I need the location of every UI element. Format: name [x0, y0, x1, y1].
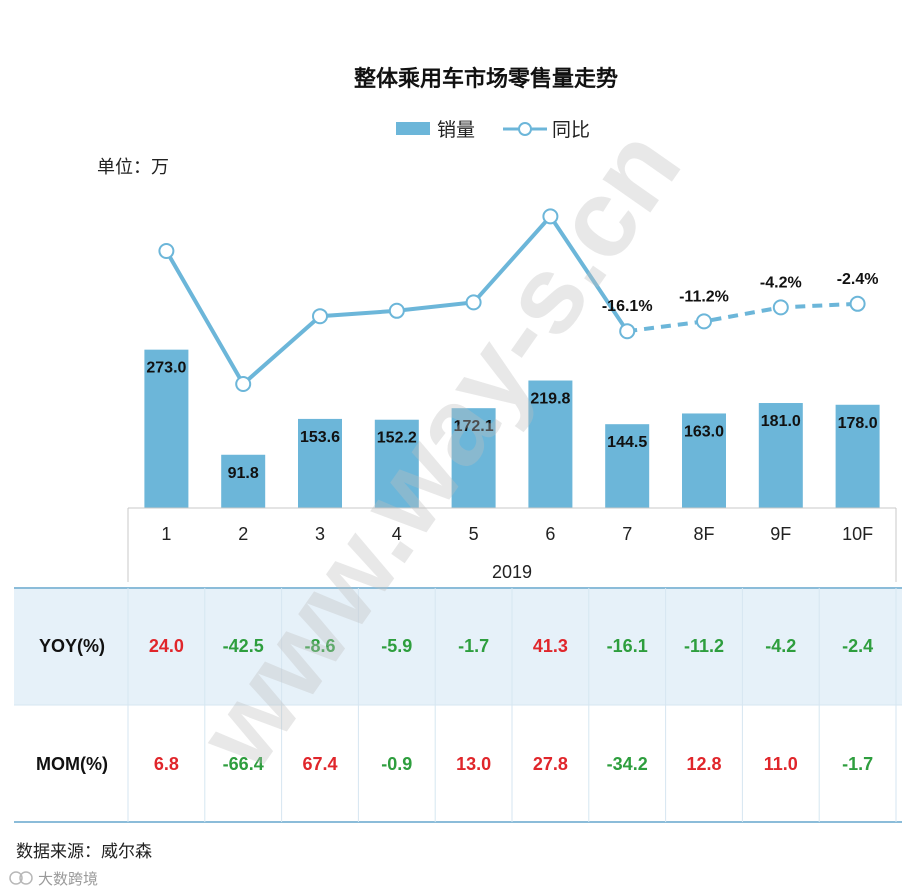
yoy-point-5: [465, 294, 482, 311]
footer-logo-text: 大数跨境: [38, 870, 98, 888]
table-cell-yoy-1: 24.0: [149, 636, 184, 656]
bar-label-8F: 163.0: [684, 423, 724, 440]
table-cell-mom-1: 6.8: [154, 754, 179, 774]
yoy-point-9F: [772, 299, 789, 316]
table-row-mom-bg: [14, 705, 902, 822]
table-cell-yoy-3: -8.6: [304, 636, 335, 656]
x-tick-4: 4: [392, 524, 402, 544]
yoy-point-2: [235, 376, 252, 392]
bar-label-5: 172.1: [454, 418, 494, 435]
legend: 销量 同比: [396, 119, 590, 141]
table-cell-mom-5: 13.0: [456, 754, 491, 774]
x-axis: 2019 1 2 3 4 5 6 7 8F 9F 10F: [127, 507, 897, 582]
bar-4: [374, 419, 419, 508]
table-cell-yoy-4: -5.9: [381, 636, 412, 656]
table-cell-yoy-7: -16.1: [607, 636, 648, 656]
table-row-header-yoy: YOY(%): [39, 636, 105, 656]
x-tick-3: 3: [315, 524, 325, 544]
bar-label-1: 273.0: [146, 360, 186, 377]
bar-label-7: 144.5: [607, 434, 647, 451]
bar-label-4: 152.2: [377, 430, 417, 447]
legend-label-yoy: 同比: [552, 119, 590, 141]
bar-10F: [835, 404, 880, 508]
chart-title: 整体乘用车市场零售量走势: [354, 66, 618, 92]
x-tick-5: 5: [469, 524, 479, 544]
bar-label-2: 91.8: [228, 465, 259, 482]
table-cell-yoy-6: 41.3: [533, 636, 568, 656]
bar-label-9F: 181.0: [761, 413, 801, 430]
source-note: 数据来源：威尔森: [16, 842, 152, 862]
yoy-label-9F: -4.2%: [760, 274, 802, 291]
table-cell-mom-2: -66.4: [223, 754, 264, 774]
x-tick-8F: 8F: [693, 524, 714, 544]
table-row-header-mom: MOM(%): [36, 754, 108, 774]
bar-3: [298, 418, 342, 508]
bar-label-6: 219.8: [530, 391, 570, 408]
legend-line-marker: [518, 122, 532, 136]
legend-label-sales: 销量: [437, 119, 475, 141]
data-table: YOY(%) MOM(%) 24.0 -42.5 -8.6 -5.9 -1.7 41.3 -…: [14, 587, 902, 823]
bar-label-3: 153.6: [300, 429, 340, 446]
x-tick-6: 6: [545, 524, 555, 544]
bar-8F: [682, 413, 726, 508]
table-cell-mom-7: -34.2: [607, 754, 648, 774]
yoy-label-10F: -2.4%: [837, 271, 879, 288]
yoy-point-6: [542, 208, 559, 225]
table-cell-yoy-9F: -4.2: [765, 636, 796, 656]
x-tick-1: 1: [161, 524, 171, 544]
x-tick-10F: 10F: [842, 524, 873, 544]
bar-5: [451, 408, 496, 508]
table-row-yoy-bg: [14, 588, 902, 705]
table-cell-yoy-5: -1.7: [458, 636, 489, 656]
x-tick-7: 7: [622, 524, 632, 544]
yoy-label-8F: -11.2%: [679, 288, 729, 305]
table-cell-mom-3: 67.4: [302, 754, 337, 774]
bar-1: [144, 349, 189, 508]
yoy-line-series: -16.1% -11.2% -4.2% -2.4%: [158, 208, 879, 392]
x-tick-9F: 9F: [770, 524, 791, 544]
yoy-point-8F: [696, 313, 712, 330]
yoy-point-10F: [849, 295, 866, 312]
table-cell-yoy-2: -42.5: [223, 636, 264, 656]
table-cell-mom-10F: -1.7: [842, 754, 873, 774]
bar-label-10F: 178.0: [838, 415, 878, 432]
bar-2: [221, 454, 266, 508]
yoy-point-1: [158, 243, 175, 259]
unit-label: 单位：万: [97, 157, 169, 178]
yoy-point-7: [619, 323, 636, 340]
bar-6: [528, 380, 573, 508]
bar-series: 273.0 91.8 153.6 152.2 172.1 219.8 144.5 163.0 1…: [144, 349, 880, 508]
logo-icon: [9, 871, 23, 885]
table-cell-yoy-8F: -11.2: [684, 636, 724, 656]
footer-logo: 大数跨境: [9, 870, 98, 888]
table-cell-mom-6: 27.8: [533, 754, 568, 774]
yoy-point-4: [388, 302, 405, 319]
table-cell-yoy-10F: -2.4: [842, 636, 873, 656]
table-cell-mom-9F: 11.0: [764, 754, 798, 774]
x-group-label: 2019: [492, 562, 532, 582]
x-tick-2: 2: [238, 524, 248, 544]
table-cell-mom-8F: 12.8: [686, 754, 721, 774]
yoy-label-7: -16.1%: [602, 298, 653, 315]
table-cell-mom-4: -0.9: [381, 754, 412, 774]
yoy-point-3: [312, 308, 328, 325]
bar-7: [605, 424, 650, 508]
yoy-line-forecast: [626, 301, 858, 334]
legend-bar-swatch: [396, 122, 430, 135]
bar-9F: [758, 403, 803, 508]
